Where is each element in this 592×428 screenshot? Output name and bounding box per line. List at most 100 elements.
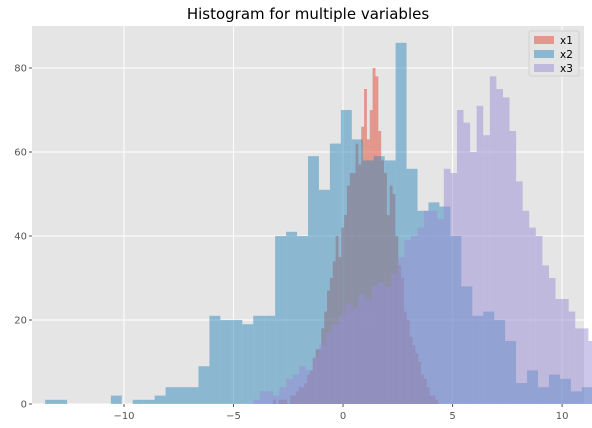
histogram-bar-x2 bbox=[318, 189, 330, 404]
histogram-bar-x2 bbox=[132, 399, 144, 404]
histogram-bar-x2 bbox=[209, 315, 221, 404]
y-tick-label: 60 bbox=[14, 148, 27, 159]
histogram-bar-x2 bbox=[253, 315, 265, 404]
histogram-bar-x3 bbox=[456, 110, 464, 404]
histogram-bar-x3 bbox=[535, 236, 543, 404]
histogram-bar-x3 bbox=[483, 135, 490, 404]
histogram-bar-x3 bbox=[338, 315, 346, 404]
histogram-bar-x3 bbox=[410, 236, 418, 404]
histogram-bar-x3 bbox=[384, 286, 392, 404]
histogram-bar-x3 bbox=[548, 278, 556, 404]
histogram-bar-x2 bbox=[329, 143, 341, 404]
histogram-bar-x2 bbox=[187, 387, 199, 404]
histogram-bar-x3 bbox=[364, 299, 372, 404]
histogram-bar-x3 bbox=[299, 366, 306, 404]
histogram-bar-x2 bbox=[264, 315, 276, 404]
histogram-bar-x3 bbox=[351, 307, 359, 404]
histogram-bar-x2 bbox=[110, 395, 122, 404]
histogram-bar-x3 bbox=[397, 257, 405, 404]
histogram-bar-x3 bbox=[378, 282, 385, 404]
histogram-bar-x3 bbox=[292, 374, 300, 404]
axis-ticks: −10 −5 0 5 10 0 20 40 60 80 bbox=[14, 64, 568, 423]
histogram-bar-x2 bbox=[286, 231, 298, 404]
histogram-bar-x3 bbox=[476, 105, 484, 405]
histogram-bar-x2 bbox=[340, 110, 352, 404]
histogram-bar-x2 bbox=[362, 160, 374, 404]
histogram-bar-x3 bbox=[286, 378, 293, 404]
histogram-bar-x2 bbox=[351, 139, 363, 404]
histogram-bar-x2 bbox=[395, 42, 407, 405]
legend-swatch-x1 bbox=[534, 36, 554, 44]
y-tick-label: 0 bbox=[21, 400, 27, 411]
histogram-bar-x2 bbox=[220, 320, 232, 404]
histogram-bar-x3 bbox=[588, 341, 592, 404]
histogram-bar-x3 bbox=[562, 299, 569, 404]
x-tick-label: 0 bbox=[340, 411, 346, 422]
histogram-bar-x2 bbox=[143, 399, 155, 404]
histogram-bar-x2 bbox=[275, 236, 287, 404]
histogram-bar-x2 bbox=[176, 387, 188, 404]
histogram-bar-x2 bbox=[154, 395, 166, 404]
histogram-bar-x3 bbox=[266, 391, 273, 404]
histogram-bar-x3 bbox=[542, 265, 549, 404]
histogram-bar-x3 bbox=[424, 210, 431, 404]
histogram-bar-x3 bbox=[575, 328, 582, 404]
histogram-bar-x3 bbox=[496, 89, 503, 404]
histogram-bar-x2 bbox=[373, 156, 385, 404]
histogram-bar-x3 bbox=[489, 76, 497, 405]
legend-label-x2: x2 bbox=[560, 49, 573, 61]
histogram-bar-x2 bbox=[45, 399, 57, 404]
y-tick-label: 20 bbox=[14, 316, 27, 327]
histogram-bar-x3 bbox=[502, 97, 510, 405]
histogram-bar-x3 bbox=[430, 210, 438, 404]
histogram-bar-x3 bbox=[581, 328, 589, 404]
histogram-bar-x3 bbox=[555, 299, 563, 404]
histogram-bar-x3 bbox=[345, 303, 352, 404]
histogram-bar-x3 bbox=[443, 168, 451, 404]
histogram-bar-x3 bbox=[312, 357, 319, 404]
x-tick-label: 10 bbox=[556, 411, 569, 422]
histogram-bar-x3 bbox=[391, 273, 398, 404]
histogram-bar-x3 bbox=[305, 370, 313, 404]
x-tick-label: −10 bbox=[113, 411, 134, 422]
histogram-bar-x3 bbox=[279, 387, 287, 404]
histogram-bar-x3 bbox=[253, 399, 260, 404]
histogram-bar-x3 bbox=[371, 286, 379, 404]
histogram-bar-x2 bbox=[198, 366, 210, 404]
chart-title: Histogram for multiple variables bbox=[187, 5, 430, 23]
histogram-bar-x3 bbox=[272, 395, 280, 404]
histogram-bar-x2 bbox=[231, 320, 243, 404]
histogram-bar-x2 bbox=[165, 387, 177, 404]
series-x3 bbox=[253, 76, 592, 405]
histogram-bar-x3 bbox=[450, 173, 457, 404]
histogram-bar-x2 bbox=[384, 160, 396, 404]
legend-swatch-x3 bbox=[534, 64, 554, 72]
histogram-bar-x3 bbox=[259, 391, 267, 404]
histogram-bar-x3 bbox=[463, 122, 471, 404]
histogram-bar-x3 bbox=[509, 131, 517, 404]
histogram-bar-x2 bbox=[297, 236, 308, 404]
histogram-bar-x2 bbox=[56, 399, 68, 404]
legend-label-x3: x3 bbox=[560, 63, 573, 75]
x-tick-label: −5 bbox=[226, 411, 241, 422]
y-tick-label: 80 bbox=[14, 64, 27, 75]
histogram-bar-x3 bbox=[318, 345, 326, 404]
histogram-bar-x3 bbox=[470, 152, 477, 404]
histogram-bar-x3 bbox=[516, 181, 523, 404]
histogram-bar-x2 bbox=[308, 156, 319, 404]
legend: x1 x2 x3 bbox=[528, 30, 580, 77]
histogram-bar-x3 bbox=[417, 227, 425, 404]
histogram-bar-x3 bbox=[437, 219, 444, 404]
histogram-bar-x2 bbox=[242, 324, 254, 404]
histogram-bar-x3 bbox=[568, 311, 576, 404]
legend-swatch-x2 bbox=[534, 50, 554, 58]
bars bbox=[45, 42, 592, 405]
legend-label-x1: x1 bbox=[560, 35, 573, 47]
histogram-bar-x3 bbox=[522, 210, 530, 404]
histogram-bar-x3 bbox=[404, 240, 411, 404]
histogram-bar-x3 bbox=[325, 332, 333, 404]
histogram-bar-x3 bbox=[358, 294, 365, 404]
x-tick-label: 5 bbox=[449, 411, 455, 422]
histogram-bar-x3 bbox=[332, 324, 339, 404]
